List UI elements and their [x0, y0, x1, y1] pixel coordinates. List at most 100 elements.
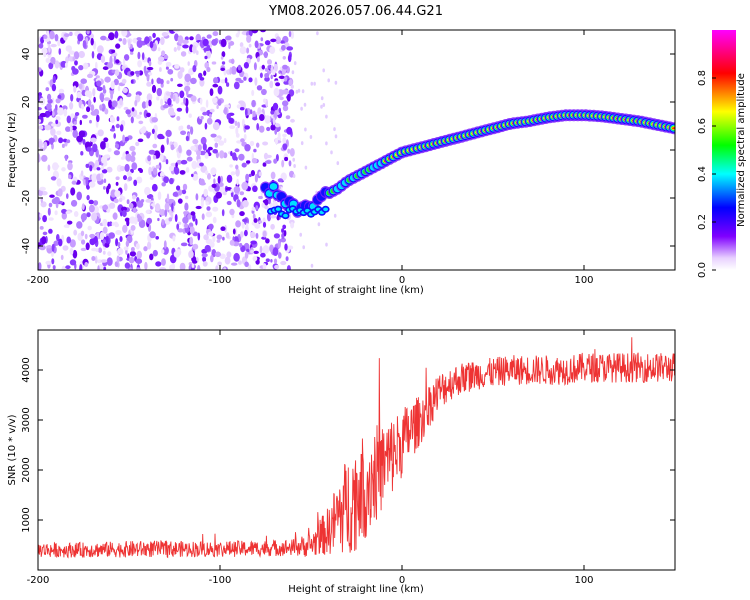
spectrogram-noise-speck [254, 77, 258, 86]
spectrogram-noise-speck [103, 266, 107, 270]
spectrogram-noise-speck [301, 89, 305, 94]
spectrogram-noise-speck [233, 252, 240, 262]
spectrogram-noise-speck [121, 30, 128, 37]
spectrogram-noise-speck [284, 76, 288, 82]
spectrogram-noise-speck [277, 132, 281, 140]
spectrogram-noise-speck [273, 63, 278, 72]
spectrogram-noise-speck [81, 239, 86, 245]
spectrogram-noise-speck [264, 72, 270, 79]
spectrogram-noise-speck [130, 51, 134, 55]
spectrogram-noise-speck [47, 207, 51, 216]
spectrogram-noise-speck [243, 76, 247, 81]
spectrogram-noise-speck [200, 199, 204, 208]
snr-x-ticks: -200 -100 0 100 [27, 330, 594, 586]
spectrogram-noise-speck [205, 149, 211, 153]
spectrogram-noise-speck [206, 66, 211, 73]
spectrogram-noise-speck [216, 234, 223, 240]
spectrogram-noise-speck [132, 207, 137, 214]
spectrogram-noise-speck [78, 130, 86, 138]
spectrogram-noise-speck [264, 160, 272, 164]
spectrogram-noise-speck [281, 89, 289, 95]
spectrogram-noise-speck [273, 233, 280, 239]
spectrogram-noise-speck [174, 64, 180, 69]
spectrogram-noise-speck [254, 40, 259, 49]
spectrogram-noise-speck [325, 114, 328, 119]
spectrogram-noise-speck [88, 199, 94, 205]
spectrogram-noise-speck [192, 138, 199, 145]
spectrogram-noise-speck [151, 84, 157, 94]
spectrogram-noise-speck [78, 83, 83, 90]
spectrogram-noise-speck [152, 143, 158, 149]
spectrogram-noise-speck [270, 110, 275, 115]
spectrogram-noise-speck [261, 88, 267, 96]
snr-y-tick-label: 2000 [21, 457, 32, 482]
spectrogram-noise-speck [258, 195, 263, 200]
spectrogram-noise-speck [177, 35, 184, 44]
spectrogram-noise-speck [51, 123, 57, 127]
spectrogram-noise-speck [125, 153, 132, 162]
spectrogram-noise-speck [300, 106, 303, 111]
spectrogram-noise-speck [202, 38, 209, 47]
spectrogram-noise-speck [256, 56, 260, 63]
spectrogram-noise-speck [126, 199, 130, 205]
spectrogram-noise-speck [246, 47, 250, 54]
spectrogram-noise-speck [251, 30, 259, 34]
spectrogram-noise-speck [119, 98, 123, 106]
spectrogram-noise-speck [180, 242, 188, 247]
spectrogram-noise-speck [234, 148, 240, 153]
spectrogram-noise-speck [184, 202, 189, 211]
spectrogram-noise-speck [38, 140, 43, 149]
spectrogram-noise-speck [107, 251, 112, 257]
spectrogram-noise-speck [212, 206, 219, 212]
spectrogram-noise-speck [136, 37, 142, 41]
spectrogram-noise-speck [159, 67, 162, 72]
spectrogram-noise-speck [232, 228, 236, 235]
spectrogram-noise-speck [102, 226, 108, 234]
spectrogram-noise-speck [182, 39, 189, 44]
spectrogram-noise-speck [244, 125, 250, 130]
spectrogram-noise-speck [200, 136, 207, 145]
spectrogram-noise-speck [120, 206, 128, 212]
spectrogram-noise-speck [73, 51, 80, 60]
spectrogram-noise-speck [254, 173, 258, 183]
spectrogram-noise-speck [69, 259, 77, 266]
spectrogram-noise-speck [58, 48, 62, 55]
spectrogram-noise-speck [159, 267, 166, 270]
spectrogram-noise-speck [215, 191, 222, 199]
spectrogram-noise-speck [220, 79, 227, 84]
spectrogram-noise-speck [176, 185, 181, 191]
spectrogram-noise-speck [129, 145, 136, 152]
spectrogram-noise-speck [309, 135, 313, 139]
spectrogram-noise-speck [146, 74, 150, 82]
spectrogram-noise-speck [147, 155, 152, 162]
spectrogram-noise-speck [116, 255, 120, 263]
spectrogram-noise-speck [113, 198, 119, 204]
spectrogram-noise-speck [152, 154, 157, 160]
spectrogram-noise-speck [247, 186, 251, 192]
spectrogram-noise-speck [192, 243, 199, 250]
spectrogram-noise-speck [80, 213, 87, 221]
spectrogram-noise-speck [245, 173, 250, 182]
spectrogram-noise-speck [185, 87, 189, 96]
spectrogram-noise-speck [96, 167, 101, 171]
spectrogram-noise-speck [149, 41, 154, 49]
spectrogram-noise-speck [246, 34, 252, 43]
spectrogram-noise-speck [250, 170, 255, 177]
spectrogram-noise-speck [176, 159, 182, 165]
spectrogram-noise-speck [73, 85, 77, 93]
spectrogram-noise-speck [66, 115, 72, 124]
spectrogram-noise-speck [102, 66, 109, 71]
spectrogram-noise-speck [65, 210, 71, 215]
spectrogram-noise-speck [225, 187, 233, 191]
spectrogram-noise-speck [74, 60, 78, 66]
spectrogram-noise-speck [274, 264, 280, 270]
spectrogram-noise-speck [89, 238, 96, 246]
spectrogram-noise-speck [141, 52, 145, 61]
spectrogram-noise-speck [217, 261, 222, 267]
spectrogram-noise-speck [211, 61, 217, 65]
spectrogram-noise-speck [239, 191, 245, 196]
spectrogram-noise-speck [144, 186, 151, 196]
spectrogram-noise-speck [50, 128, 56, 136]
spectrogram-noise-speck [102, 218, 108, 227]
spectrogram-noise-speck [146, 217, 153, 225]
